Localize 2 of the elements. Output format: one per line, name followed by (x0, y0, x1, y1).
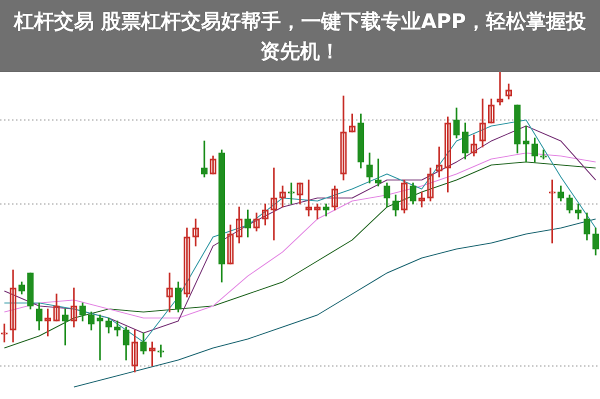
candlestick (96, 314, 104, 360)
chart-title: 杠杆交易 股票杠杆交易好帮手，一键下载专业APP，轻松掌握投资先机！ (12, 8, 587, 65)
